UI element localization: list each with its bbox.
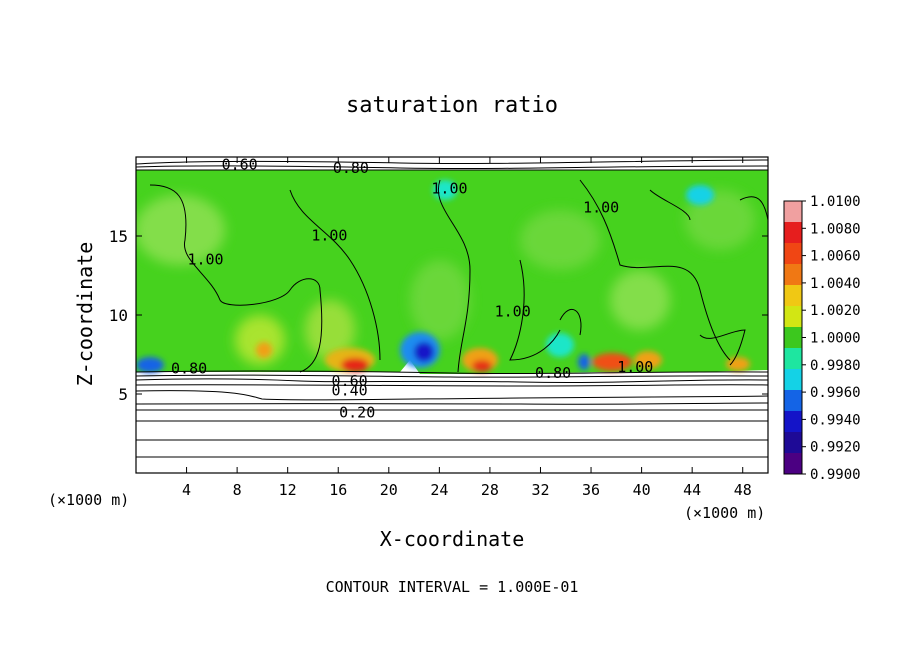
y-axis: 5 10 15 (109, 227, 768, 404)
x-tick-label: 44 (683, 481, 701, 499)
y-tick-label: 5 (118, 385, 128, 404)
contour-label: 1.00 (431, 179, 467, 197)
colorbar-swatch (784, 432, 802, 454)
contour-label: 0.60 (222, 156, 258, 174)
colorbar-label: 0.9980 (810, 358, 861, 374)
colorbar-label: 1.0040 (810, 276, 861, 292)
contour-label: 0.60 (332, 372, 368, 390)
chart-title: saturation ratio (346, 93, 558, 118)
x-tick-label: 36 (582, 481, 600, 499)
x-tick-label: 20 (380, 481, 398, 499)
colorbar-label: 1.0000 (810, 331, 861, 347)
y-tick-label: 15 (109, 227, 128, 246)
contour-label: 1.00 (495, 303, 531, 321)
colorbar-label: 1.0080 (810, 221, 861, 237)
x-tick-label: 48 (734, 481, 752, 499)
contour-label: 1.00 (583, 198, 619, 216)
colorbar-label: 0.9940 (810, 412, 861, 428)
contour-label: 1.00 (187, 250, 223, 268)
colorbar-label: 0.9900 (810, 467, 861, 483)
contour-label: 1.00 (617, 358, 653, 376)
contour-label: 0.80 (171, 359, 207, 377)
contour-label: 0.40 (332, 382, 368, 400)
contour-interval-footer: CONTOUR INTERVAL = 1.000E-01 (326, 578, 579, 596)
x-tick-label: 8 (233, 481, 242, 499)
colorbar-swatch (784, 243, 802, 265)
x-axis-label: X-coordinate (380, 527, 525, 551)
x-tick-label: 16 (329, 481, 347, 499)
x-tick-label: 12 (279, 481, 297, 499)
x-unit-left: (×1000 m) (48, 491, 129, 509)
contour-label: 0.80 (333, 159, 369, 177)
colorbar-swatch (784, 285, 802, 307)
y-axis-label: Z-coordinate (73, 242, 97, 387)
colorbar-swatch (784, 390, 802, 412)
contour-label: 0.80 (535, 364, 571, 382)
x-tick-label: 4 (182, 481, 191, 499)
x-unit-right: (×1000 m) (684, 504, 765, 522)
colorbar-label: 0.9960 (810, 385, 861, 401)
colorbar-swatch (784, 306, 802, 328)
contour-label: 1.00 (311, 227, 347, 245)
colorbar-label: 1.0020 (810, 303, 861, 319)
x-axis: 4 8 12 16 20 24 28 32 36 40 44 48 (182, 157, 752, 499)
contour-labels: 0.60 0.801.001.001.001.001.000.800.600.40… (171, 156, 653, 422)
colorbar-swatch (784, 369, 802, 391)
x-tick-label: 28 (481, 481, 499, 499)
colorbar-label: 1.0060 (810, 249, 861, 265)
colorbar-swatch (784, 411, 802, 433)
colorbar-label: 1.0100 (810, 194, 861, 210)
colorbar-swatch (784, 327, 802, 349)
x-tick-label: 40 (633, 481, 651, 499)
contour-label: 0.20 (339, 404, 375, 422)
colorbar-swatch (784, 222, 802, 244)
colorbar-swatch (784, 201, 802, 223)
x-tick-label: 32 (531, 481, 549, 499)
y-tick-label: 10 (109, 306, 128, 325)
colorbar: 1.0100 1.0080 1.0060 1.0040 1.0020 1.0000 0.99… (783, 194, 861, 483)
colorbar-swatch (784, 264, 802, 286)
x-tick-label: 24 (430, 481, 448, 499)
colorbar-swatch (784, 453, 802, 475)
field-background (136, 157, 768, 473)
colorbar-label: 0.9920 (810, 440, 861, 456)
colorbar-swatch (784, 348, 802, 370)
